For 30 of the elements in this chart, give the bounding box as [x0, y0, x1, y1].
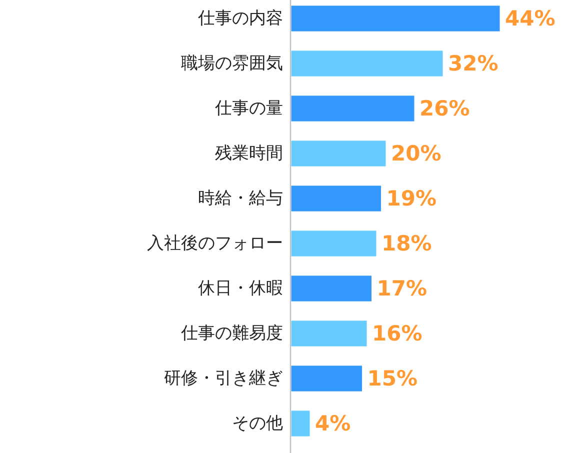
- y-tick-label: 入社後のフォロー: [147, 234, 283, 254]
- bar: [290, 50, 444, 77]
- y-tick-label: その他: [232, 414, 283, 434]
- data-label: 16%: [372, 322, 422, 346]
- y-tick-label: 残業時間: [215, 144, 283, 164]
- data-label: 44%: [505, 6, 556, 30]
- data-label: 20%: [391, 142, 442, 166]
- data-label: 4%: [315, 412, 351, 436]
- bar: [290, 275, 372, 302]
- data-label: 32%: [448, 52, 498, 76]
- bar: [290, 410, 310, 437]
- bar: [290, 185, 382, 212]
- data-label: 26%: [420, 96, 470, 120]
- bar: [290, 5, 500, 32]
- y-tick-label: 仕事の難易度: [180, 324, 283, 344]
- data-label: 19%: [386, 186, 437, 210]
- bar: [290, 320, 368, 347]
- data-label: 17%: [376, 276, 428, 300]
- y-tick-label: 研修・引き継ぎ: [164, 368, 283, 388]
- y-tick-label: 休日・休暇: [198, 278, 283, 298]
- y-tick-label: 仕事の量: [214, 98, 283, 118]
- bar: [290, 140, 386, 167]
- bar: [290, 230, 377, 257]
- bar: [290, 95, 415, 122]
- data-label: 15%: [367, 366, 418, 390]
- data-label: 18%: [382, 232, 432, 256]
- y-tick-label: 職場の雰囲気: [181, 54, 283, 74]
- y-tick-label: 時給・給与: [198, 188, 283, 208]
- bar: [290, 365, 362, 392]
- y-tick-label: 仕事の内容: [197, 8, 283, 28]
